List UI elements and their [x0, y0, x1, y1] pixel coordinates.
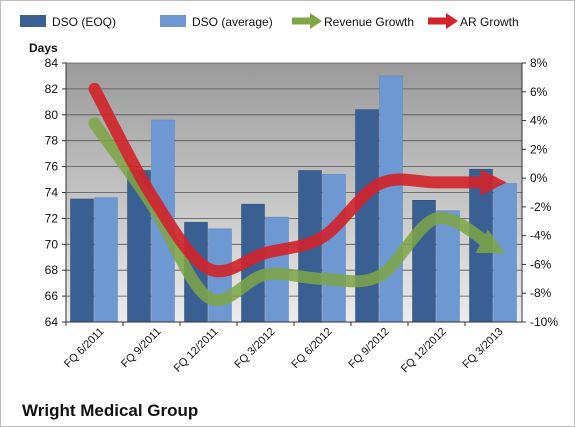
- left-tick-label: 82: [45, 82, 59, 96]
- right-tick-label: 0%: [530, 171, 548, 185]
- left-tick-label: 74: [45, 186, 59, 200]
- legend-label: DSO (average): [192, 15, 273, 29]
- legend: DSO (EOQ) DSO (average) Revenue Growth AR G…: [20, 13, 519, 29]
- left-tick-label: 80: [45, 108, 59, 122]
- legend-swatch: [160, 15, 186, 27]
- left-tick-label: 72: [45, 211, 59, 225]
- right-tick-label: 2%: [530, 142, 548, 156]
- dso-average-bar: [94, 197, 118, 323]
- left-tick-label: 64: [45, 315, 59, 329]
- left-tick-label: 68: [45, 263, 59, 277]
- left-tick-label: 70: [45, 237, 59, 251]
- left-axis-title: Days: [29, 41, 58, 55]
- right-tick-label: -6%: [530, 257, 552, 271]
- left-tick-label: 76: [45, 160, 59, 174]
- legend-swatch: [20, 15, 46, 27]
- left-tick-label: 78: [45, 134, 59, 148]
- dso-eoq-bar: [70, 198, 94, 323]
- right-tick-label: -10%: [530, 315, 558, 329]
- company-label: Wright Medical Group: [22, 401, 198, 420]
- dso-eoq-bar: [355, 109, 379, 323]
- dso-average-bar: [322, 174, 346, 323]
- legend-arrow-icon: [446, 13, 458, 29]
- right-tick-label: -8%: [530, 286, 552, 300]
- legend-label: DSO (EOQ): [52, 15, 116, 29]
- left-tick-label: 66: [45, 289, 59, 303]
- right-tick-label: 4%: [530, 114, 548, 128]
- left-tick-label: 84: [45, 56, 59, 70]
- right-tick-label: 6%: [530, 85, 548, 99]
- legend-label: Revenue Growth: [324, 15, 414, 29]
- right-tick-label: -4%: [530, 229, 552, 243]
- legend-arrow-icon: [310, 13, 322, 29]
- dso-average-bar: [493, 183, 517, 323]
- ar-growth-line: [88, 82, 507, 278]
- growth-lines: [88, 82, 507, 306]
- right-tick-label: 8%: [530, 56, 548, 70]
- dso-average-bar: [379, 75, 403, 323]
- legend-label: AR Growth: [460, 15, 519, 29]
- right-tick-label: -2%: [530, 200, 552, 214]
